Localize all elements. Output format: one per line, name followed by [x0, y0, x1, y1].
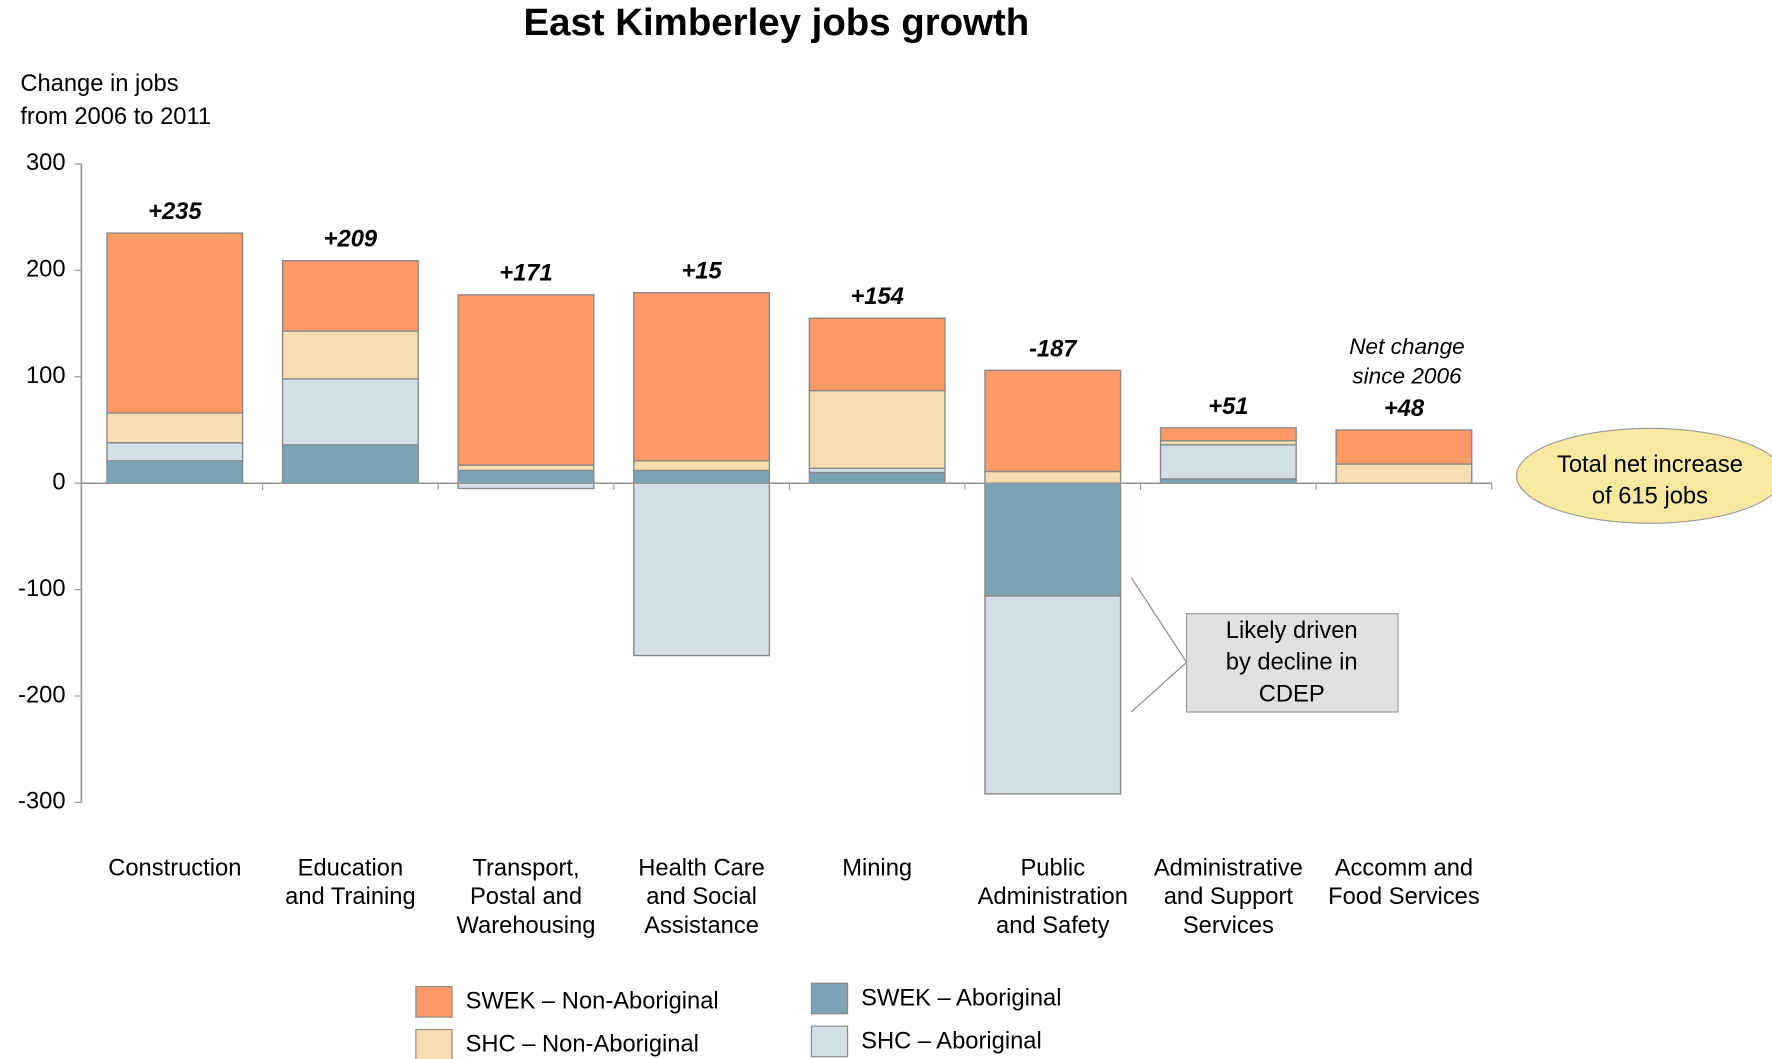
- y-tick-label: -100: [18, 576, 65, 602]
- bar-segment: [281, 444, 419, 484]
- bar-segment: [808, 317, 946, 392]
- x-tick-label: Assistance: [644, 913, 759, 939]
- bar-segment: [281, 378, 419, 446]
- x-tick-label: Warehousing: [457, 913, 596, 939]
- legend-label: SHC – Non-Aboriginal: [466, 1032, 699, 1058]
- bar-segment: [633, 460, 771, 472]
- total-label: -187: [1029, 336, 1078, 362]
- bar-segment: [633, 482, 771, 657]
- bar-segment: [106, 412, 244, 444]
- net-change-note: since 2006: [1352, 363, 1462, 388]
- legend-label: SHC – Aboriginal: [861, 1028, 1042, 1054]
- bar-segment: [106, 232, 244, 414]
- total-label: +171: [499, 261, 552, 287]
- legend-label: SWEK – Aboriginal: [861, 985, 1061, 1011]
- y-axis-label: Change in jobs: [20, 71, 178, 97]
- y-tick-label: 0: [52, 469, 65, 495]
- total-callout-text: Total net increase: [1557, 452, 1743, 478]
- total-label: +235: [148, 199, 202, 225]
- bar-segment: [1159, 444, 1297, 480]
- x-tick-label: Administrative: [1154, 855, 1303, 881]
- x-tick-label: Health Care: [638, 855, 765, 881]
- bar-segment: [457, 469, 595, 484]
- bar-segment: [984, 595, 1122, 795]
- bar-segment: [457, 464, 595, 472]
- x-tick-label: Mining: [842, 855, 912, 881]
- total-label: +15: [681, 259, 722, 285]
- total-callout: [1516, 427, 1772, 524]
- x-tick-label: Transport,: [472, 855, 579, 881]
- y-tick-label: -300: [18, 789, 65, 815]
- cdep-callout-text: CDEP: [1259, 681, 1325, 707]
- y-tick-label: -200: [18, 682, 65, 708]
- legend-swatch: [415, 1029, 453, 1059]
- legend-label: SWEK – Non-Aboriginal: [466, 989, 719, 1015]
- cdep-callout-text: Likely driven: [1226, 618, 1358, 644]
- bar-segment: [106, 460, 244, 484]
- x-tick-label: Services: [1183, 913, 1274, 939]
- total-label: +48: [1384, 396, 1425, 422]
- bar-segment: [984, 482, 1122, 597]
- total-label: +154: [850, 284, 903, 310]
- x-tick-label: and Social: [646, 884, 757, 910]
- bar-segment: [106, 442, 244, 462]
- x-tick-label: Accomm and: [1335, 855, 1473, 881]
- legend-swatch: [810, 1025, 849, 1058]
- bar-segment: [808, 389, 946, 469]
- legend-swatch: [810, 982, 849, 1015]
- bar-segment: [281, 260, 419, 332]
- x-tick-label: Administration: [978, 884, 1128, 910]
- x-tick-label: Public: [1020, 855, 1085, 881]
- bar-segment: [1335, 429, 1473, 465]
- x-tick-label: and Training: [285, 884, 416, 910]
- legend-swatch: [415, 986, 453, 1018]
- y-tick-label: 100: [26, 363, 66, 389]
- x-tick-label: Construction: [108, 855, 241, 881]
- bar-segment: [1335, 463, 1473, 484]
- y-tick-label: 200: [26, 257, 66, 283]
- x-tick-label: and Safety: [996, 913, 1110, 939]
- total-callout-text: of 615 jobs: [1592, 484, 1708, 510]
- bar-segment: [633, 291, 771, 462]
- x-tick-label: Postal and: [470, 884, 582, 910]
- bar-segment: [457, 294, 595, 466]
- cdep-callout: [1186, 613, 1399, 713]
- x-tick-label: and Support: [1164, 884, 1294, 910]
- callout-line: [1130, 661, 1187, 713]
- bar-segment: [281, 330, 419, 380]
- chart-title: East Kimberley jobs growth: [523, 1, 1029, 44]
- y-tick-label: 300: [26, 150, 66, 176]
- bar-segment: [633, 469, 771, 484]
- bar-segment: [1159, 427, 1297, 442]
- total-label: +51: [1208, 394, 1248, 420]
- x-tick-label: Food Services: [1328, 884, 1480, 910]
- net-change-note: Net change: [1349, 334, 1465, 359]
- bar-segment: [984, 369, 1122, 473]
- bar-segment: [808, 471, 946, 484]
- callout-line: [1130, 577, 1188, 663]
- y-axis-label: from 2006 to 2011: [20, 104, 211, 130]
- bar-segment: [984, 470, 1122, 484]
- x-tick-label: Education: [298, 855, 404, 881]
- cdep-callout-text: by decline in: [1226, 650, 1358, 676]
- total-label: +209: [324, 227, 378, 253]
